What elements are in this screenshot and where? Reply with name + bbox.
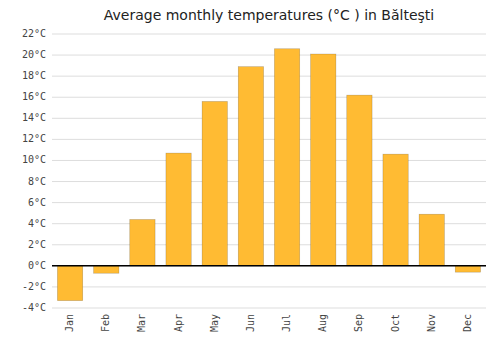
y-tick-label: 22°C <box>22 28 46 39</box>
bars <box>57 49 480 301</box>
x-tick-label: Mar <box>136 314 147 332</box>
y-tick-label: -2°C <box>22 281 46 292</box>
y-tick-label: 8°C <box>28 176 46 187</box>
bar <box>455 266 480 272</box>
grid-line <box>52 160 486 161</box>
x-tick-label: Nov <box>426 314 437 332</box>
grid-line <box>52 76 486 77</box>
zero-line <box>52 265 486 267</box>
grid-line <box>52 97 486 98</box>
x-tick-label: Jun <box>245 314 256 332</box>
x-tick-label: Oct <box>390 314 401 332</box>
bar <box>311 54 336 266</box>
x-tick-label: Sep <box>353 314 364 332</box>
grid-line <box>52 308 486 309</box>
bar <box>57 266 82 301</box>
chart-container: Average monthly temperatures (°C ) in Bă… <box>0 0 500 350</box>
y-tick-label: 20°C <box>22 49 46 60</box>
x-tick-label: May <box>209 314 220 332</box>
grid-line <box>52 34 486 35</box>
y-tick-label: 0°C <box>28 260 46 271</box>
x-tick-label: Aug <box>317 314 328 332</box>
y-tick-label: 6°C <box>28 197 46 208</box>
grid-line <box>52 286 486 287</box>
grid <box>52 34 486 308</box>
x-tick-label: Jan <box>64 314 75 332</box>
bar <box>238 67 263 266</box>
grid-line <box>52 118 486 119</box>
bar <box>419 214 444 266</box>
bar <box>94 266 119 273</box>
bar <box>347 95 372 266</box>
bar <box>130 219 155 265</box>
y-tick-label: 18°C <box>22 70 46 81</box>
x-tick-label: Dec <box>462 314 473 332</box>
y-tick-label: 2°C <box>28 239 46 250</box>
x-axis: Jan Feb Mar Apr May Jun Jul Aug Sep Oct Nov Dec <box>64 314 473 332</box>
x-tick-label: Feb <box>100 314 111 332</box>
bar <box>202 101 227 265</box>
grid-line <box>52 55 486 56</box>
x-tick-label: Jul <box>281 314 292 332</box>
title: Average monthly temperatures (°C ) in Bă… <box>104 7 434 23</box>
grid-line <box>52 181 486 182</box>
bar <box>166 153 191 266</box>
chart: Average monthly temperatures (°C ) in Bă… <box>0 0 500 350</box>
bar <box>383 154 408 266</box>
y-tick-label: 10°C <box>22 154 46 165</box>
y-tick-label: 16°C <box>22 91 46 102</box>
y-tick-label: 4°C <box>28 218 46 229</box>
y-axis: -4°C -2°C 0°C 2°C 4°C 6°C 8°C 10°C 12°C 14°C 16°C 1… <box>22 28 46 313</box>
y-tick-label: 12°C <box>22 133 46 144</box>
y-tick-label: 14°C <box>22 112 46 123</box>
y-tick-label: -4°C <box>22 302 46 313</box>
x-tick-label: Apr <box>173 314 184 332</box>
grid-line <box>52 265 486 266</box>
bar <box>274 49 299 266</box>
grid-line <box>52 139 486 140</box>
grid-line <box>52 202 486 203</box>
